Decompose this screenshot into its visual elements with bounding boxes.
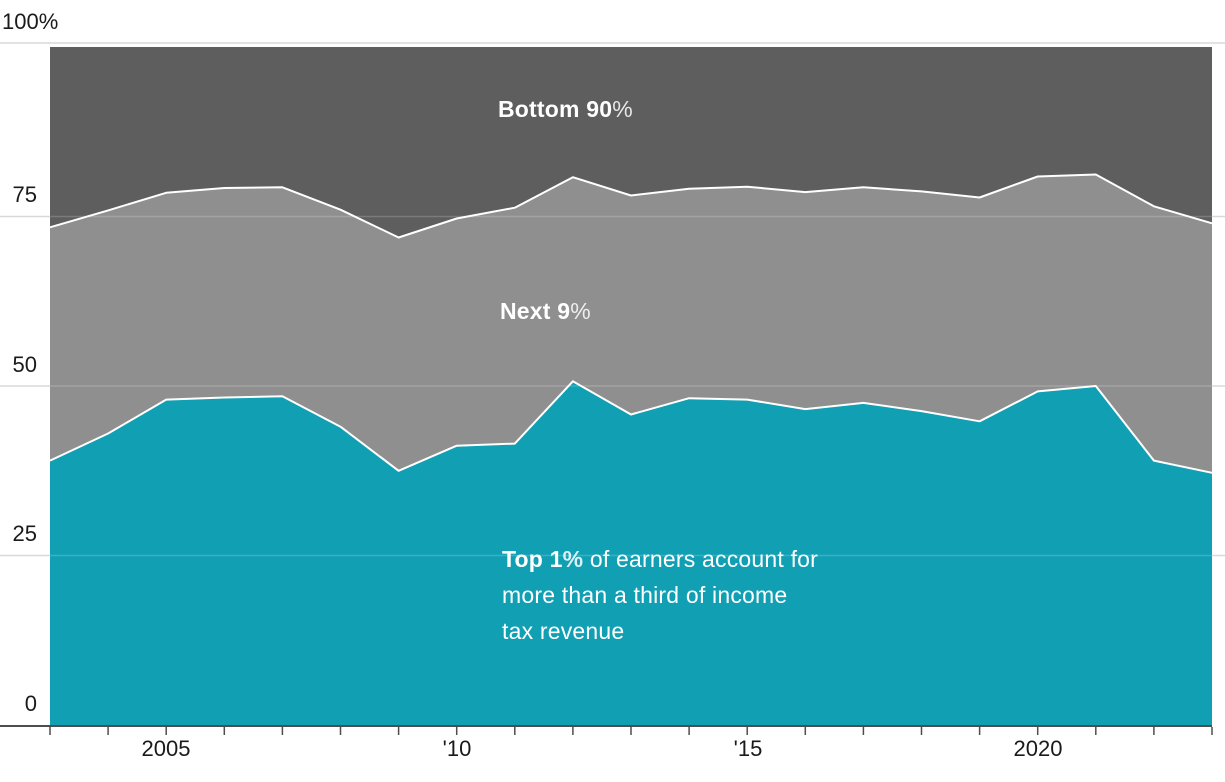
area-label-bottom-90: Bottom 90% — [498, 96, 633, 123]
percent-sign: % — [562, 546, 584, 572]
annotation-line1-rest: of earners account for — [583, 546, 819, 572]
y-axis-label-25: 25 — [12, 521, 37, 546]
boundary-next-9-line — [49, 173, 1213, 239]
annotation-line2: more than a third of income — [502, 582, 788, 608]
area-top-1 — [50, 381, 1212, 725]
x-axis-label-2015: '15 — [733, 736, 763, 761]
percent-sign: % — [612, 96, 633, 122]
y-axis-label-50: 50 — [12, 352, 37, 377]
y-axis-label-75: 75 — [12, 182, 37, 207]
annotation-top-1-percent: Top 1% of earners account for more than … — [502, 541, 912, 649]
y-axis-label-100: 100% — [2, 9, 59, 34]
x-axis-label-2020: 2020 — [1013, 736, 1063, 761]
area-label-next-9-text: Next 9 — [500, 298, 571, 324]
percent-sign: % — [570, 298, 591, 324]
area-label-bottom-90-text: Bottom 90 — [498, 96, 613, 122]
x-axis-label-2005: 2005 — [141, 736, 191, 761]
annotation-line3: tax revenue — [502, 618, 625, 644]
x-axis-label-2010: '10 — [442, 736, 472, 761]
y-axis-label-0: 0 — [24, 691, 37, 716]
area-label-next-9: Next 9% — [500, 298, 591, 325]
boundary-top-1-line — [49, 380, 1213, 474]
annotation-lead-bold: Top 1 — [502, 546, 563, 572]
